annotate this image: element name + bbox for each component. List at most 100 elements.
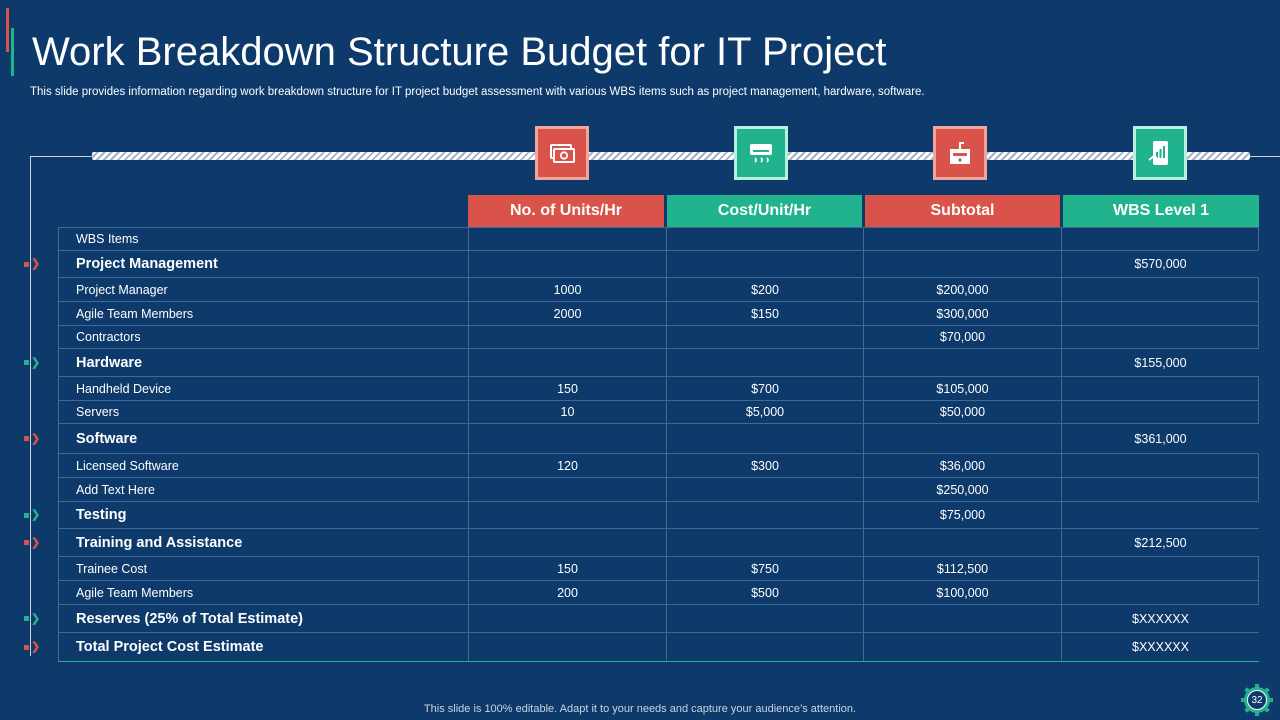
sink-cabinet-icon — [933, 126, 987, 180]
units-cell — [468, 251, 666, 277]
subtotal-cell: $200,000 — [863, 278, 1061, 301]
wbs-item-cell: Licensed Software — [58, 454, 468, 477]
cost-cell: $150 — [666, 302, 863, 325]
frame-line-left — [30, 156, 31, 656]
units-cell — [468, 349, 666, 376]
subtotal-cell — [863, 424, 1061, 453]
units-cell — [468, 529, 666, 556]
header-cost: Cost/Unit/Hr — [667, 195, 862, 227]
wbs-level-1-cell: $155,000 — [1061, 349, 1259, 376]
header-subtotal: Subtotal — [865, 195, 1060, 227]
table-body: WBS Items Project Management $570,000 ❯ Proj… — [24, 227, 1259, 662]
units-cell — [468, 633, 666, 661]
table-row: Agile Team Members 200 $500 $100,000 — [58, 581, 1259, 605]
cost-cell — [666, 424, 863, 453]
wbs-level-1-cell — [1061, 228, 1259, 250]
cost-cell — [666, 605, 863, 632]
table-row: Project Manager 1000 $200 $200,000 — [58, 278, 1259, 302]
wbs-item-cell: Agile Team Members — [58, 581, 468, 604]
table-row: Trainee Cost 150 $750 $112,500 — [58, 557, 1259, 581]
wbs-level-1-cell — [1061, 401, 1259, 423]
title-accent-red — [6, 8, 9, 52]
wbs-level-1-cell — [1061, 326, 1259, 348]
units-cell — [468, 502, 666, 528]
subtotal-cell — [863, 251, 1061, 277]
footer-note: This slide is 100% editable. Adapt it to… — [423, 703, 857, 715]
table-group-row: Reserves (25% of Total Estimate) $XXXXXX ❯ — [24, 605, 1259, 633]
header-units: No. of Units/Hr — [468, 195, 664, 227]
wbs-item-cell: Contractors — [58, 326, 468, 348]
wbs-item-cell: Project Manager — [58, 278, 468, 301]
chevron-right-icon: ❯ — [24, 510, 40, 521]
units-cell — [468, 228, 666, 250]
subtotal-cell: $36,000 — [863, 454, 1061, 477]
frame-line-top-left — [30, 156, 92, 157]
wbs-level-1-cell: $XXXXXX — [1061, 633, 1259, 661]
subtotal-cell — [863, 349, 1061, 376]
page-title: Work Breakdown Structure Budget for IT P… — [32, 30, 887, 74]
subtotal-cell: $75,000 — [863, 502, 1061, 528]
cost-cell — [666, 326, 863, 348]
table-row: Servers 10 $5,000 $50,000 — [58, 401, 1259, 424]
wbs-item-cell: Testing — [58, 502, 468, 528]
table-group-row: Training and Assistance $212,500 ❯ — [24, 529, 1259, 557]
wbs-level-1-cell: $361,000 — [1061, 424, 1259, 453]
wbs-level-1-cell — [1061, 478, 1259, 501]
wbs-level-1-cell — [1061, 581, 1259, 604]
units-cell — [468, 424, 666, 453]
table-group-row: Testing $75,000 ❯ — [24, 502, 1259, 529]
wbs-item-cell: Project Management — [58, 251, 468, 277]
cost-cell — [666, 349, 863, 376]
chevron-right-icon: ❯ — [24, 357, 40, 368]
wbs-item-cell: Add Text Here — [58, 478, 468, 501]
wbs-level-1-cell — [1061, 454, 1259, 477]
subtotal-cell — [863, 529, 1061, 556]
cost-cell — [666, 529, 863, 556]
wbs-item-cell: Handheld Device — [58, 377, 468, 400]
wbs-item-cell: Training and Assistance — [58, 529, 468, 556]
units-cell: 150 — [468, 377, 666, 400]
subtotal-cell: $100,000 — [863, 581, 1061, 604]
page-number: 32 — [1247, 690, 1267, 710]
table-row: Licensed Software 120 $300 $36,000 — [58, 454, 1259, 478]
header-wbs-level-1: WBS Level 1 — [1063, 195, 1259, 227]
rope-divider — [92, 152, 1250, 160]
wbs-level-1-cell: $XXXXXX — [1061, 605, 1259, 632]
subtotal-cell: $50,000 — [863, 401, 1061, 423]
mobile-analytics-icon — [1133, 126, 1187, 180]
frame-line-top-right — [1250, 156, 1280, 157]
wbs-item-cell: Servers — [58, 401, 468, 423]
units-cell: 200 — [468, 581, 666, 604]
cost-cell — [666, 502, 863, 528]
units-cell: 1000 — [468, 278, 666, 301]
cost-cell: $5,000 — [666, 401, 863, 423]
cost-cell: $750 — [666, 557, 863, 580]
cost-cell — [666, 633, 863, 661]
cost-cell: $500 — [666, 581, 863, 604]
subtotal-cell: $250,000 — [863, 478, 1061, 501]
subtotal-cell — [863, 605, 1061, 632]
cost-cell — [666, 478, 863, 501]
cost-cell — [666, 228, 863, 250]
table-header-row: No. of Units/Hr Cost/Unit/Hr Subtotal WB… — [58, 195, 1259, 227]
cost-cell: $700 — [666, 377, 863, 400]
subtotal-cell: $112,500 — [863, 557, 1061, 580]
title-accent-teal — [11, 28, 14, 76]
wbs-level-1-cell: $212,500 — [1061, 529, 1259, 556]
wbs-level-1-cell — [1061, 502, 1259, 528]
money-bills-icon — [535, 126, 589, 180]
table-group-row: Hardware $155,000 ❯ — [24, 349, 1259, 377]
wbs-item-cell: WBS Items — [58, 228, 468, 250]
table-group-row: Software $361,000 ❯ — [24, 424, 1259, 454]
subtotal-cell: $300,000 — [863, 302, 1061, 325]
subtotal-cell: $105,000 — [863, 377, 1061, 400]
units-cell — [468, 605, 666, 632]
wbs-level-1-cell — [1061, 557, 1259, 580]
chevron-right-icon: ❯ — [24, 642, 40, 653]
wbs-item-cell: Reserves (25% of Total Estimate) — [58, 605, 468, 632]
table-group-row: Total Project Cost Estimate $XXXXXX ❯ — [24, 633, 1259, 661]
chevron-right-icon: ❯ — [24, 259, 40, 270]
table-row: Handheld Device 150 $700 $105,000 — [58, 377, 1259, 401]
units-cell — [468, 326, 666, 348]
chevron-right-icon: ❯ — [24, 537, 40, 548]
